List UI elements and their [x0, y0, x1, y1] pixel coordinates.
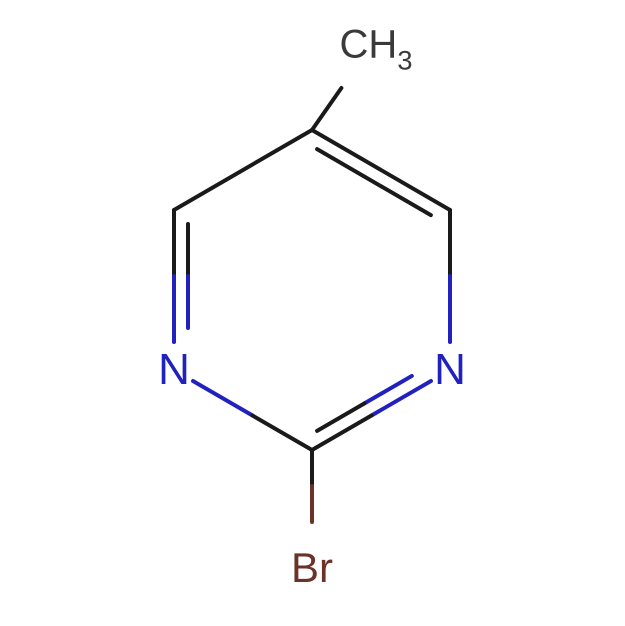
- nitrogen-left-label: N: [158, 345, 190, 395]
- methyl-label: CH3: [340, 23, 413, 74]
- molecule-figure: CH3 N N Br: [0, 0, 625, 626]
- bond-layer: [0, 0, 625, 626]
- bromine-label: Br: [291, 544, 333, 592]
- nitrogen-right-label: N: [434, 345, 466, 395]
